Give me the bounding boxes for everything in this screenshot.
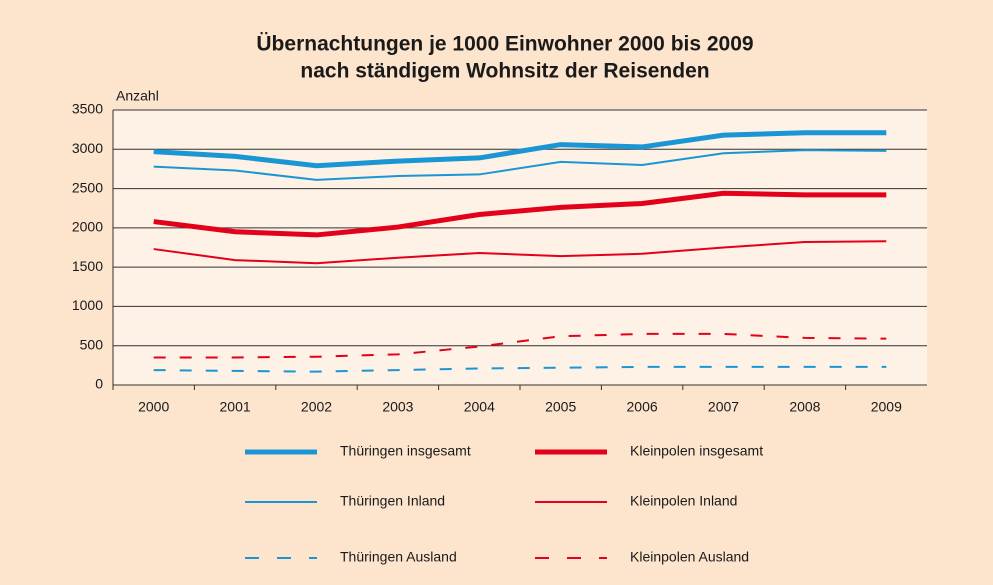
x-tick-label: 2003 xyxy=(382,399,413,415)
legend-label: Kleinpolen insgesamt xyxy=(630,443,763,459)
legend-label: Thüringen Ausland xyxy=(340,549,457,565)
y-tick-label: 3000 xyxy=(72,140,103,156)
chart-title: nach ständigem Wohnsitz der Reisenden xyxy=(300,60,709,83)
x-tick-label: 2001 xyxy=(220,399,251,415)
x-tick-label: 2008 xyxy=(789,399,820,415)
y-tick-label: 500 xyxy=(80,336,104,352)
y-tick-label: 3500 xyxy=(72,101,103,117)
legend-label: Kleinpolen Ausland xyxy=(630,549,749,565)
y-tick-label: 2500 xyxy=(72,179,103,195)
legend-label: Kleinpolen Inland xyxy=(630,493,737,509)
y-tick-label: 1000 xyxy=(72,297,103,313)
y-axis-label: Anzahl xyxy=(116,88,159,104)
x-tick-label: 2009 xyxy=(871,399,902,415)
series-line xyxy=(153,240,887,265)
x-tick-label: 2007 xyxy=(708,399,739,415)
series-line xyxy=(153,130,887,169)
series-line xyxy=(153,365,887,373)
y-tick-label: 2000 xyxy=(72,219,103,235)
series-line xyxy=(153,332,887,359)
series-line xyxy=(153,149,887,181)
x-tick-label: 2006 xyxy=(627,399,658,415)
legend-label: Thüringen insgesamt xyxy=(340,443,471,459)
legend-label: Thüringen Inland xyxy=(340,493,445,509)
x-tick-label: 2005 xyxy=(545,399,576,415)
chart-title: Übernachtungen je 1000 Einwohner 2000 bi… xyxy=(256,33,753,56)
x-tick-label: 2004 xyxy=(464,399,495,415)
x-tick-label: 2002 xyxy=(301,399,332,415)
series-line xyxy=(153,190,887,238)
y-tick-label: 0 xyxy=(95,376,103,392)
x-tick-label: 2000 xyxy=(138,399,169,415)
y-tick-label: 1500 xyxy=(72,258,103,274)
